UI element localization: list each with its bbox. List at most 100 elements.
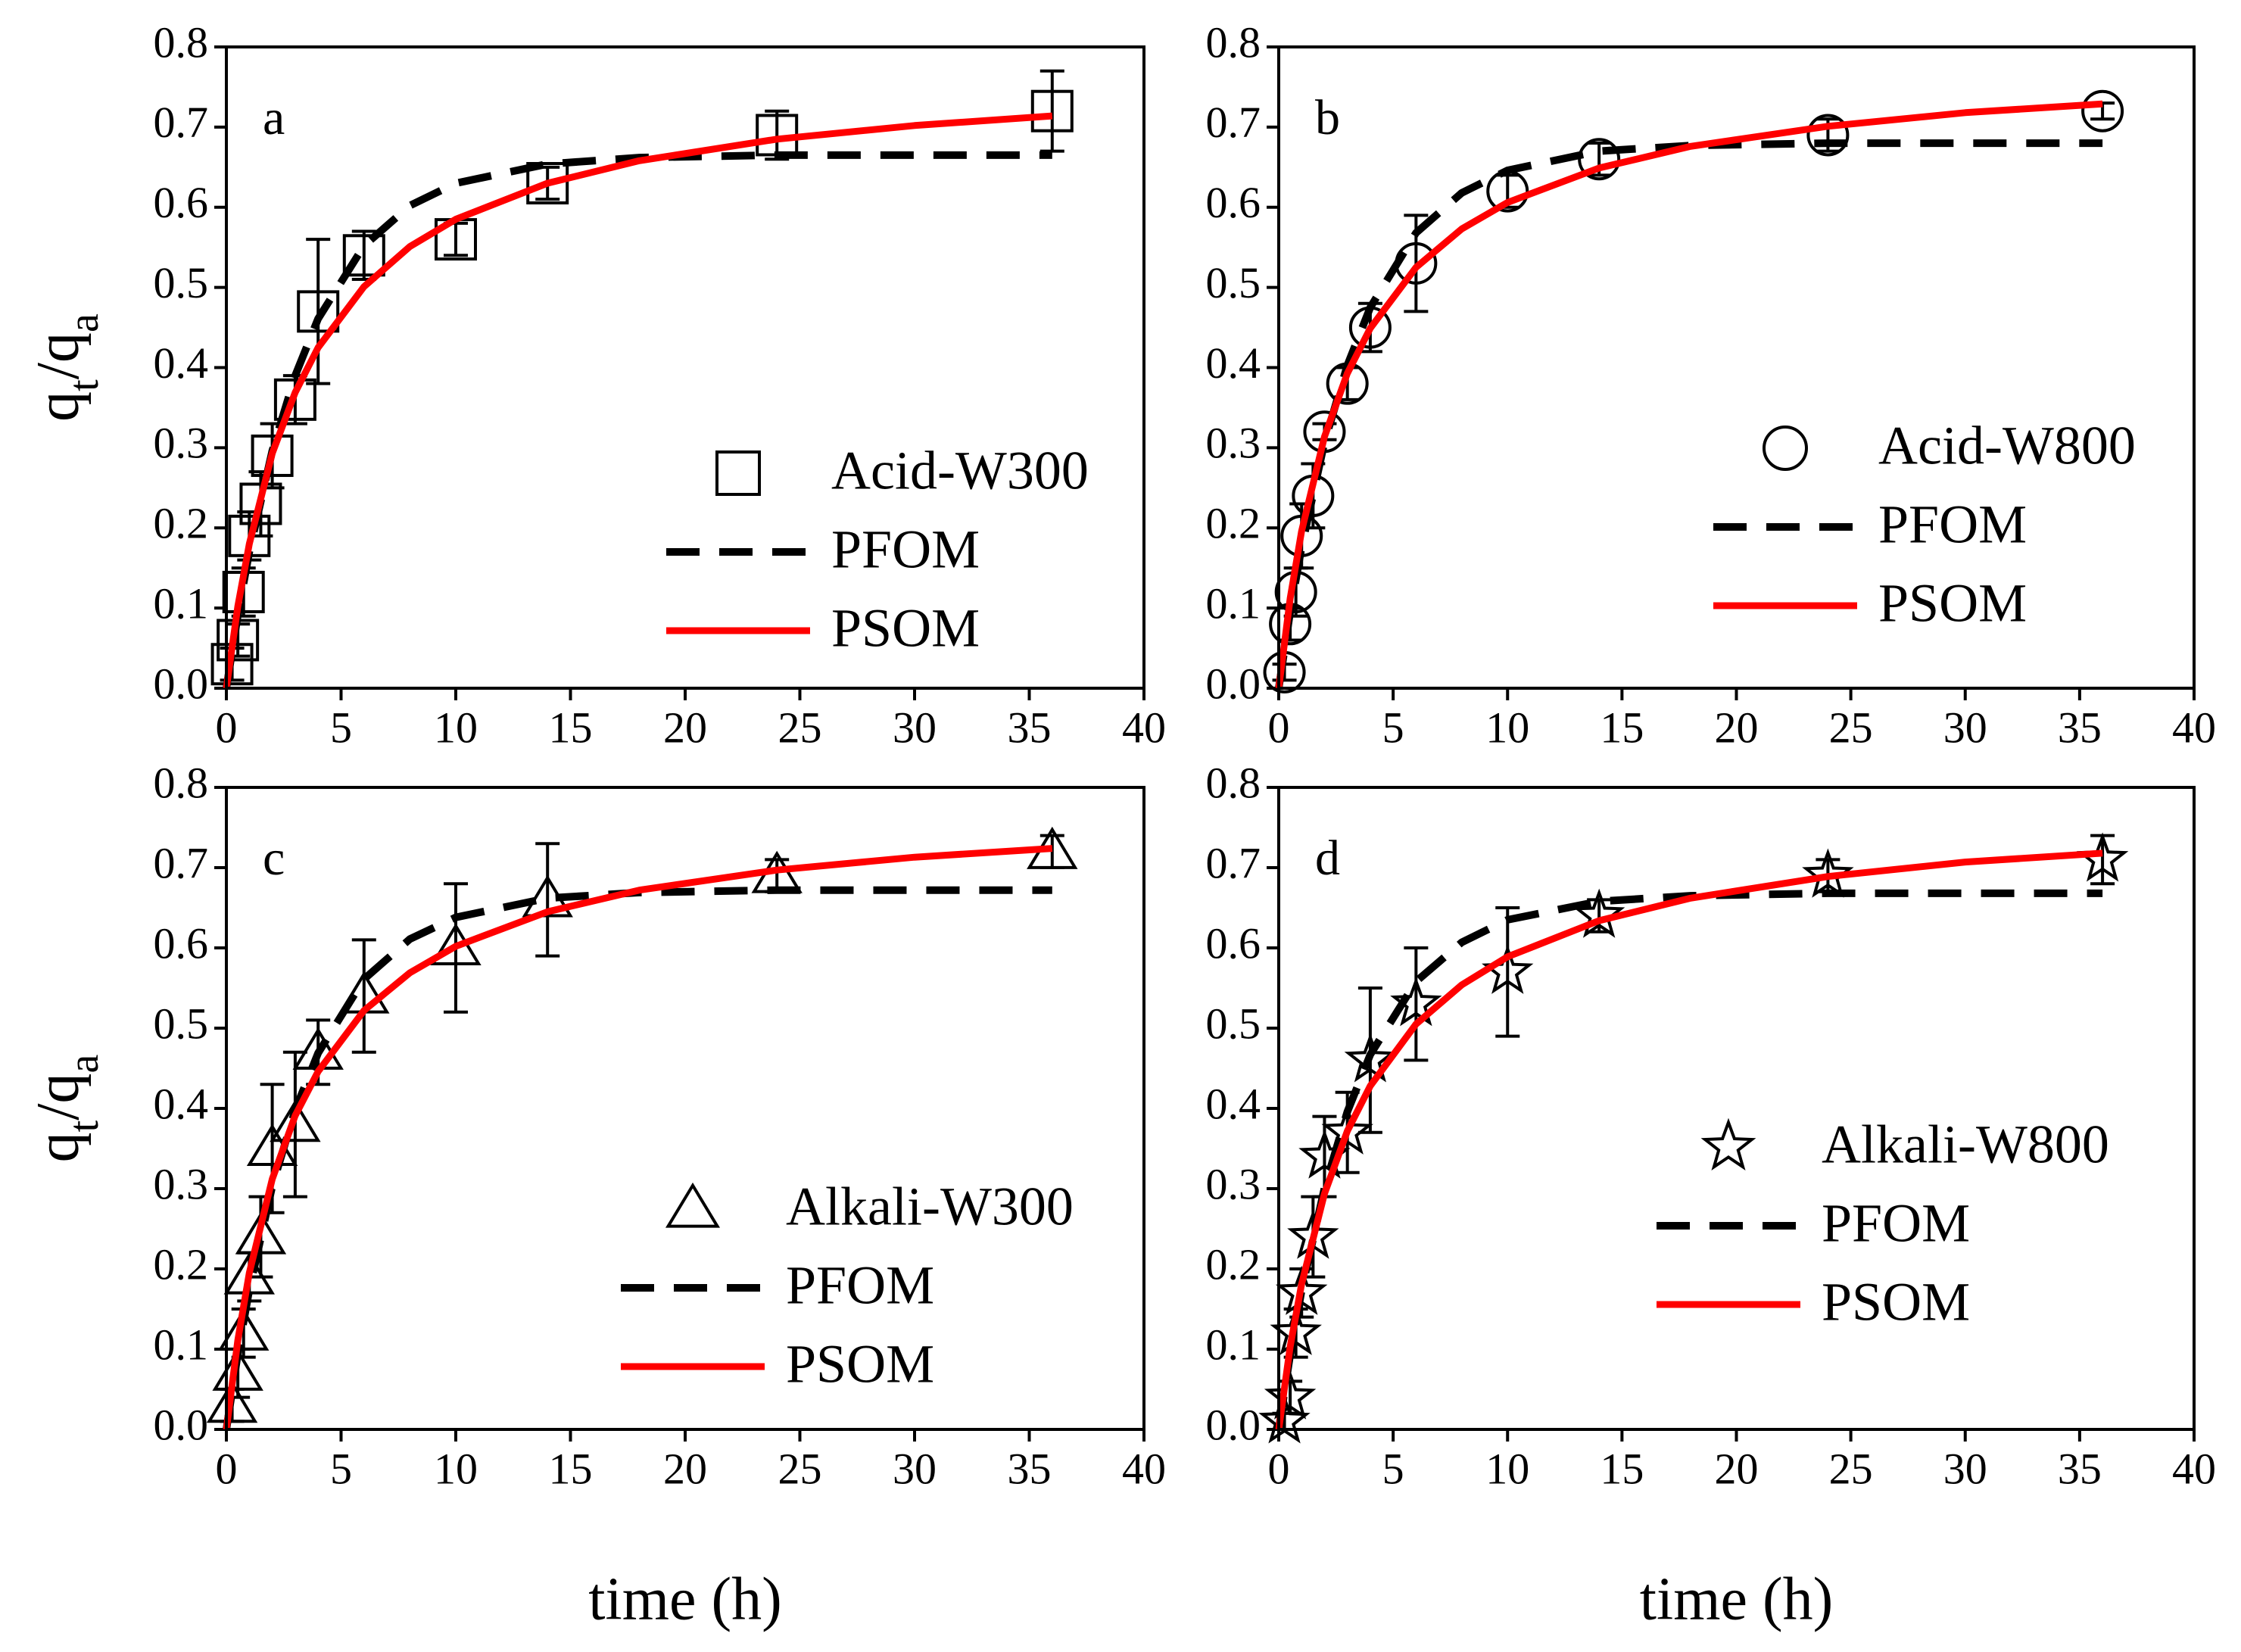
legend-label: PSOM [786, 1334, 934, 1395]
x-tick-label: 40 [2172, 703, 2216, 752]
plot-frame [1277, 786, 2196, 1431]
x-axis-label: time (h) [588, 1566, 781, 1632]
psom-curve [1275, 849, 2103, 1430]
marker [270, 1099, 321, 1142]
x-tick-label: 5 [330, 703, 352, 752]
y-tick-label: 0.2 [154, 1239, 209, 1289]
x-tick-label: 25 [1829, 1444, 1873, 1493]
x-tick-label: 15 [549, 1444, 593, 1493]
legend-label: Acid-W300 [831, 441, 1089, 501]
marker [251, 434, 294, 477]
y-tick-label: 0.8 [1206, 758, 1261, 807]
legend-label: PSOM [1878, 573, 2027, 634]
y-tick-label: 0.1 [1206, 1320, 1261, 1369]
x-tick-label: 30 [893, 1444, 937, 1493]
y-tick-label: 0.6 [1206, 918, 1261, 968]
marker [1572, 888, 1625, 938]
x-tick-label: 10 [1485, 1444, 1529, 1493]
y-axis-label-part: a [61, 1055, 108, 1074]
y-tick-label: 0.0 [154, 1400, 209, 1449]
legend-label: Alkali-W800 [1822, 1114, 2109, 1175]
x-tick-label: 30 [1943, 1444, 1987, 1493]
x-tick-label: 35 [1008, 703, 1052, 752]
y-tick-label: 0.6 [154, 178, 209, 227]
x-tick-label: 25 [778, 1444, 822, 1493]
marker [206, 1380, 258, 1423]
psom-curve [223, 845, 1053, 1430]
x-tick-label: 10 [434, 703, 478, 752]
marker [1806, 114, 1850, 157]
y-tick-label: 0.7 [154, 838, 209, 887]
y-axis-label-part: /q [25, 1074, 92, 1121]
y-tick-label: 0.1 [1206, 578, 1261, 628]
legend-label: PFOM [786, 1255, 934, 1316]
x-tick-label: 40 [1122, 703, 1166, 752]
y-tick-label: 0.0 [1206, 659, 1261, 708]
marker [1344, 1033, 1397, 1083]
legend-label: PFOM [1822, 1193, 1970, 1254]
y-tick-label: 0.4 [1206, 1079, 1261, 1128]
x-tick-label: 20 [663, 1444, 707, 1493]
psom-curve [1275, 100, 2103, 689]
marker [1802, 848, 1854, 898]
x-tick-label: 0 [216, 703, 238, 752]
y-tick-label: 0.3 [1206, 419, 1261, 468]
x-tick-label: 0 [1268, 1444, 1290, 1493]
y-tick-label: 0.1 [154, 1320, 209, 1369]
x-tick-label: 20 [1715, 1444, 1759, 1493]
y-tick-label: 0.8 [1206, 17, 1261, 67]
pfom-curve [223, 886, 1052, 1430]
marker [342, 234, 385, 277]
legend-label: PFOM [1878, 494, 2027, 555]
x-tick-label: 30 [1943, 703, 1987, 752]
x-tick-label: 40 [2172, 1444, 2216, 1493]
pfom-curve [1275, 889, 2103, 1430]
x-tick-label: 5 [1382, 703, 1404, 752]
y-tick-label: 0.2 [1206, 1239, 1261, 1289]
y-tick-label: 0.5 [154, 999, 209, 1048]
marker [1700, 1117, 1756, 1171]
panel-letter: b [1315, 90, 1340, 145]
y-tick-label: 0.3 [154, 419, 209, 468]
marker [239, 482, 282, 525]
marker [2081, 89, 2124, 132]
y-tick-label: 0.7 [1206, 838, 1261, 887]
y-axis-label: qt/qa [25, 1055, 108, 1163]
y-tick-label: 0.6 [154, 918, 209, 968]
x-tick-label: 15 [1600, 1444, 1644, 1493]
x-tick-label: 0 [1268, 703, 1290, 752]
x-tick-label: 30 [893, 703, 937, 752]
y-tick-label: 0.0 [1206, 1400, 1261, 1449]
marker [1390, 977, 1442, 1027]
y-tick-label: 0.7 [1206, 98, 1261, 147]
legend-label: PSOM [1822, 1272, 1970, 1333]
y-tick-label: 0.5 [1206, 258, 1261, 307]
y-tick-label: 0.6 [1206, 178, 1261, 227]
marker [1030, 89, 1074, 132]
marker [715, 450, 761, 496]
legend-label: Acid-W800 [1878, 416, 2136, 476]
marker [297, 290, 340, 333]
x-tick-label: 40 [1122, 1444, 1166, 1493]
y-axis-label-part: a [61, 313, 108, 332]
x-tick-label: 20 [663, 703, 707, 752]
x-tick-label: 25 [778, 703, 822, 752]
marker [665, 1182, 721, 1228]
y-axis-label-part: q [25, 1132, 92, 1162]
x-tick-label: 15 [549, 703, 593, 752]
y-axis-label-part: q [25, 391, 92, 422]
y-axis-label-part: t [61, 1120, 108, 1132]
x-tick-label: 5 [330, 1444, 352, 1493]
y-tick-label: 0.2 [1206, 499, 1261, 548]
y-tick-label: 0.8 [154, 758, 209, 807]
x-tick-label: 0 [216, 1444, 238, 1493]
y-axis-label: qt/qa [25, 313, 108, 422]
panel-letter: d [1315, 831, 1340, 886]
x-axis-label: time (h) [1640, 1566, 1833, 1632]
y-tick-label: 0.5 [1206, 999, 1261, 1048]
x-tick-label: 5 [1382, 1444, 1404, 1493]
x-tick-label: 15 [1600, 703, 1644, 752]
marker [1578, 138, 1621, 181]
plot-frame [225, 45, 1145, 690]
